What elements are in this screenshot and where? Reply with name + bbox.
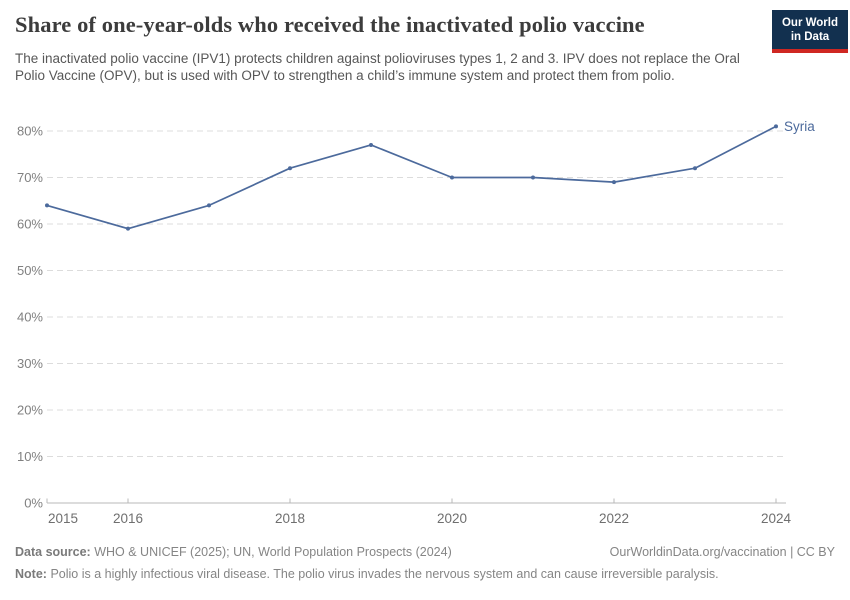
data-point[interactable]	[126, 226, 130, 231]
y-tick-label: 10%	[17, 449, 43, 464]
footer-note-row: Note: Polio is a highly infectious viral…	[15, 567, 835, 581]
chart-subtitle: The inactivated polio vaccine (IPV1) pro…	[15, 51, 740, 83]
y-tick-label: 30%	[17, 356, 43, 371]
x-tick-label: 2024	[761, 511, 792, 526]
data-point[interactable]	[612, 180, 616, 185]
data-point[interactable]	[531, 175, 535, 180]
data-source-label: Data source:	[15, 545, 91, 559]
data-point[interactable]	[774, 124, 778, 129]
x-tick-label: 2016	[113, 511, 143, 526]
y-tick-label: 60%	[17, 217, 43, 232]
data-point[interactable]	[45, 203, 49, 208]
series-label[interactable]: Syria	[784, 119, 815, 134]
y-tick-label: 80%	[17, 124, 43, 139]
data-point[interactable]	[207, 203, 211, 208]
y-tick-label: 0%	[24, 496, 43, 511]
data-point[interactable]	[450, 175, 454, 180]
data-source: Data source: WHO & UNICEF (2025); UN, Wo…	[15, 545, 452, 559]
data-source-text: WHO & UNICEF (2025); UN, World Populatio…	[94, 545, 452, 559]
note-text: Polio is a highly infectious viral disea…	[50, 567, 719, 581]
y-tick-label: 70%	[17, 170, 43, 185]
data-point[interactable]	[369, 142, 373, 147]
logo-line1: Our World	[781, 17, 838, 29]
data-point[interactable]	[693, 166, 697, 171]
x-tick-label: 2018	[275, 511, 305, 526]
line-chart[interactable]: 0% 10% 20% 30% 40% 50% 60% 70% 80% 2015 2016 2018 20…	[0, 0, 850, 540]
owid-logo[interactable]: Our World in Data	[772, 10, 848, 53]
x-tick-label: 2020	[437, 511, 467, 526]
note-label: Note:	[15, 567, 47, 581]
series-line[interactable]	[46, 125, 777, 230]
owid-citation-link[interactable]: OurWorldinData.org/vaccination | CC BY	[609, 545, 835, 559]
y-tick-label: 50%	[17, 263, 43, 278]
data-point[interactable]	[288, 166, 292, 171]
chart-title: Share of one-year-olds who received the …	[15, 12, 645, 37]
x-tick-label: 2015	[48, 511, 78, 526]
y-tick-label: 40%	[17, 310, 43, 325]
x-tick-label: 2022	[599, 511, 629, 526]
footer-source-row: Data source: WHO & UNICEF (2025); UN, Wo…	[15, 545, 835, 559]
logo-line2: in Data	[790, 31, 830, 43]
y-tick-label: 20%	[17, 403, 43, 418]
